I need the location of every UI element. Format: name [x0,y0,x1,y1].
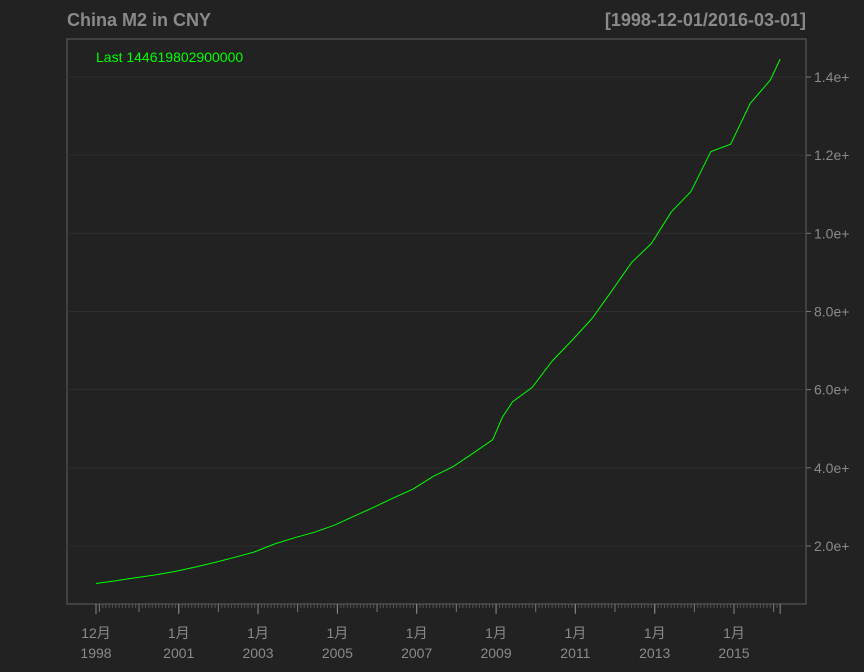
x-tick-year: 2007 [401,645,432,661]
x-tick-year: 2013 [639,645,670,661]
x-tick-year: 2011 [560,645,590,661]
x-tick-year: 2001 [163,645,194,661]
y-tick-label: 2.0e+ [814,538,849,554]
y-axis: 2.0e+ 4.0e+ 6.0e+ 8.0e+ 1.0e+ 1.2e+ 1.4e+ [806,69,849,554]
x-tick-month: 1月 [564,625,586,641]
x-tick-year: 1998 [80,645,111,661]
x-tick-month: 12月 [81,625,111,641]
y-tick-label: 1.0e+ [814,225,849,241]
y-tick-label: 1.2e+ [814,147,849,163]
x-axis: 12月 1998 1月 2001 1月 2003 1月 2005 1月 2007 1月 2009 1月 2… [80,604,781,661]
x-tick-year: 2003 [242,645,273,661]
x-tick-month: 1月 [247,625,269,641]
x-tick-year: 2005 [322,645,353,661]
x-tick-month: 1月 [644,625,666,641]
y-tick-label: 4.0e+ [814,460,849,476]
y-tick-label: 8.0e+ [814,304,849,320]
date-range: [1998-12-01/2016-03-01] [605,10,806,30]
x-tick-year: 2015 [718,645,749,661]
x-tick-month: 1月 [485,625,507,641]
x-tick-month: 1月 [327,625,349,641]
y-tick-label: 6.0e+ [814,382,849,398]
chart-title: China M2 in CNY [67,10,211,30]
gridlines [67,76,806,547]
last-value-label: Last 144619802900000 [96,49,243,65]
x-tick-month: 1月 [168,625,190,641]
m2-series-line [95,58,781,584]
x-tick-month: 1月 [723,625,745,641]
x-tick-year: 2009 [480,645,511,661]
x-tick-month: 1月 [406,625,428,641]
y-tick-label: 1.4e+ [814,69,849,85]
plot-frame [66,38,807,605]
